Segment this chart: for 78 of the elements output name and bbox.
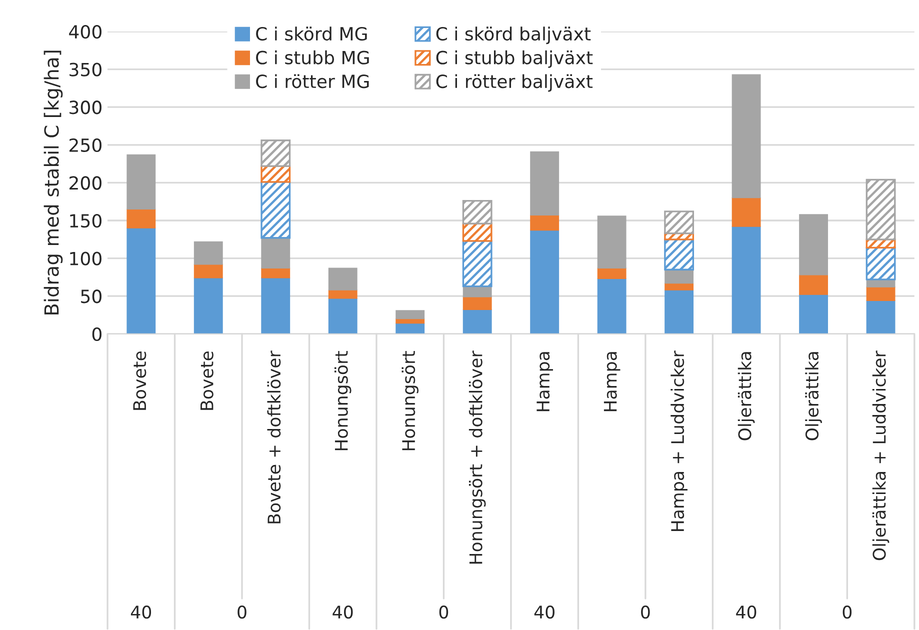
text: 40 xyxy=(534,606,554,619)
bar xyxy=(261,278,290,334)
bar xyxy=(396,310,425,320)
bar xyxy=(866,246,896,280)
bar xyxy=(597,216,626,268)
bar xyxy=(126,208,156,228)
bar xyxy=(126,228,156,334)
x-tick-label: Bovete + doftklöver xyxy=(267,350,281,524)
bar xyxy=(261,238,290,268)
legend-label: C i rötter baljväxt xyxy=(436,74,593,92)
y-tick-label: 50 xyxy=(81,290,102,304)
bar xyxy=(732,197,761,227)
bar xyxy=(260,181,291,239)
bar xyxy=(194,241,223,265)
y-tick-label: 0 xyxy=(92,327,102,342)
bar xyxy=(597,268,626,280)
bar xyxy=(462,200,492,224)
bar xyxy=(396,322,425,334)
x-tick-label: Honungsört xyxy=(402,350,419,450)
y-tick-label: 250 xyxy=(70,138,102,152)
x-tick-label: Hampa xyxy=(604,352,620,412)
bar xyxy=(462,296,492,310)
y-tick-label: 350 xyxy=(70,62,102,76)
y-tick-label: 150 xyxy=(70,214,102,228)
bar xyxy=(799,294,828,334)
bar xyxy=(462,222,492,242)
bar xyxy=(530,151,560,216)
bar xyxy=(866,178,896,240)
legend-label: C i skörd MG xyxy=(256,26,367,41)
legend-label: C i rötter MG xyxy=(256,74,369,88)
bar xyxy=(194,264,223,278)
bar xyxy=(462,309,492,334)
x-tick-label: Oljerättika xyxy=(738,352,755,440)
bar xyxy=(799,274,828,295)
bar xyxy=(260,140,291,167)
y-tick-label: 200 xyxy=(70,176,102,190)
bar xyxy=(462,240,492,288)
bar xyxy=(664,282,694,290)
x-tick-label: Honungsört + doftklöver xyxy=(468,350,486,564)
y-tick-label: 300 xyxy=(70,100,102,114)
x-tick-label: Bovete xyxy=(133,351,146,410)
bar xyxy=(732,74,761,198)
bar xyxy=(799,214,828,276)
legend-label: C i stubb baljväxt xyxy=(436,50,593,68)
bar xyxy=(664,210,694,234)
x-tick-label: Hampa + Luddvicker xyxy=(670,350,688,532)
x-tick-label: Oljerättika xyxy=(805,352,822,440)
x-tick-label: Honungsört xyxy=(334,350,352,450)
bar xyxy=(664,290,694,334)
bar xyxy=(126,154,156,210)
text: 0 xyxy=(641,606,650,619)
x-tick-label: Hampa xyxy=(536,352,553,412)
legend-label: C i stubb MG xyxy=(256,50,369,64)
bar xyxy=(597,278,626,334)
bar xyxy=(328,268,358,290)
y-tick-label: 400 xyxy=(69,24,102,39)
bar xyxy=(732,226,761,334)
bar xyxy=(261,268,290,278)
text: 0 xyxy=(842,606,852,619)
bar xyxy=(530,230,560,334)
text: 0 xyxy=(439,606,448,619)
bar xyxy=(664,238,694,270)
bar xyxy=(664,269,694,284)
text: 0 xyxy=(238,606,246,619)
bar xyxy=(866,286,896,301)
bar xyxy=(260,165,291,183)
text: 40 xyxy=(736,606,756,619)
bar xyxy=(328,298,358,334)
y-tick-label: 100 xyxy=(70,252,102,266)
text: 40 xyxy=(332,606,353,619)
legend-label: C i skörd baljväxt xyxy=(436,26,591,44)
y-axis-title: Bidrag med stabil C [kg/ha] xyxy=(44,50,63,314)
bar xyxy=(194,278,223,334)
text: 40 xyxy=(130,606,152,619)
bar xyxy=(530,214,560,231)
bar xyxy=(866,300,896,334)
x-tick-label: Oljerättika + Luddvicker xyxy=(872,350,890,560)
x-tick-label: Bovete xyxy=(200,351,214,410)
